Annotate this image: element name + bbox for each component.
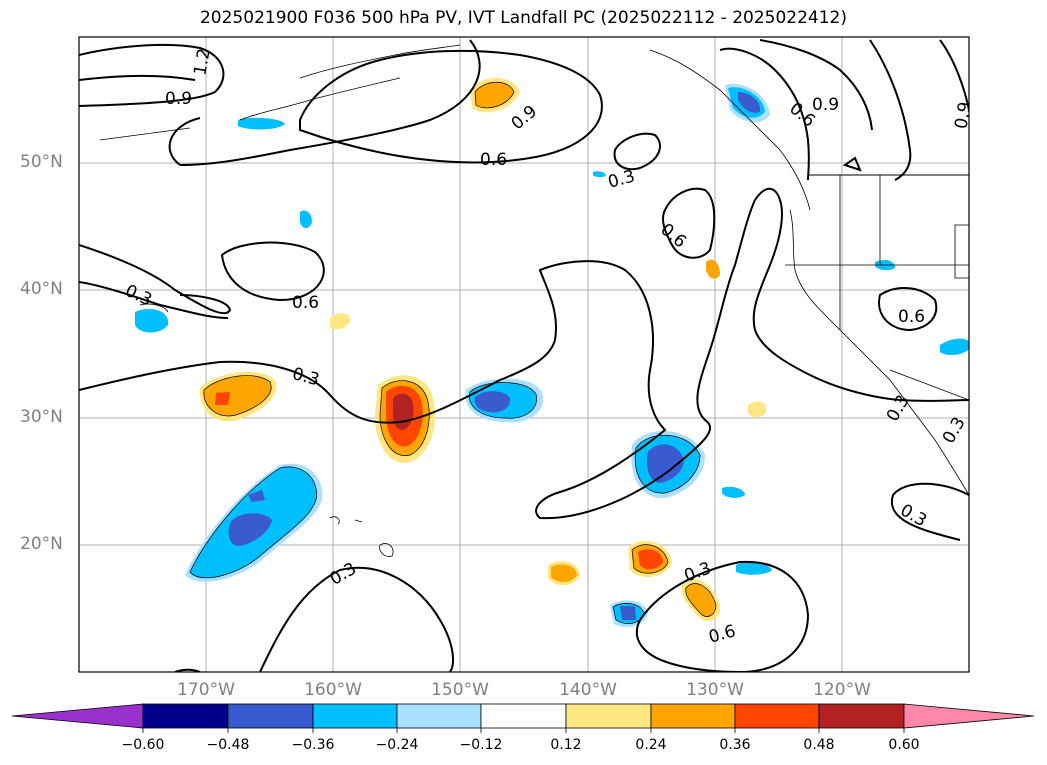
lat-label-20n: 20°N <box>20 534 63 554</box>
colorbar <box>11 703 1035 733</box>
contour-label: 0.6 <box>480 150 507 170</box>
lon-label-130w: 130°W <box>686 680 744 700</box>
lat-label-40n: 40°N <box>20 279 63 299</box>
contour-label: 0.9 <box>508 101 542 134</box>
ivt-shading <box>135 77 969 628</box>
lon-label-160w: 160°W <box>304 680 362 700</box>
colorbar-tick: −0.60 <box>121 737 165 753</box>
contour-label: 0.3 <box>897 500 930 531</box>
contour-label: 1.2 <box>190 47 214 77</box>
contour-label: 0.9 <box>812 95 839 115</box>
contour-label: 0.9 <box>165 89 192 109</box>
contour-label: 0.3 <box>290 364 321 390</box>
contour-label: 0.9 <box>951 100 975 130</box>
lat-label-30n: 30°N <box>20 407 63 427</box>
colorbar-tick: −0.24 <box>375 737 419 753</box>
colorbar-tick: 0.24 <box>635 737 667 753</box>
contour-label: 0.3 <box>327 559 360 590</box>
colorbar-tick: 0.60 <box>888 737 920 753</box>
contour-label: 0.3 <box>939 414 970 447</box>
contour-label: 0.6 <box>898 307 925 327</box>
lon-label-170w: 170°W <box>177 680 235 700</box>
colorbar-tick: 0.36 <box>719 737 751 753</box>
contour-label: 0.3 <box>606 166 637 192</box>
coastlines <box>99 44 969 557</box>
lon-label-120w: 120°W <box>813 680 871 700</box>
contour-label: 0.6 <box>292 293 319 313</box>
colorbar-tick: −0.12 <box>459 737 503 753</box>
lon-label-150w: 150°W <box>431 680 489 700</box>
colorbar-tick: −0.48 <box>206 737 250 753</box>
lat-label-50n: 50°N <box>20 152 63 172</box>
contour-label: 0.3 <box>682 558 714 586</box>
lon-label-140w: 140°W <box>559 680 617 700</box>
colorbar-tick: 0.12 <box>550 737 582 753</box>
colorbar-tick: −0.36 <box>291 737 335 753</box>
map-frame <box>78 36 970 673</box>
map-title: 2025021900 F036 500 hPa PV, IVT Landfall… <box>199 8 847 28</box>
contour-label: 0.3 <box>883 392 914 425</box>
gridlines <box>79 37 969 672</box>
contour-label: 0.6 <box>656 220 690 253</box>
contour-label: 0.3 <box>122 281 155 311</box>
contour-label: 0.6 <box>707 621 738 647</box>
colorbar-tick: 0.48 <box>803 737 835 753</box>
